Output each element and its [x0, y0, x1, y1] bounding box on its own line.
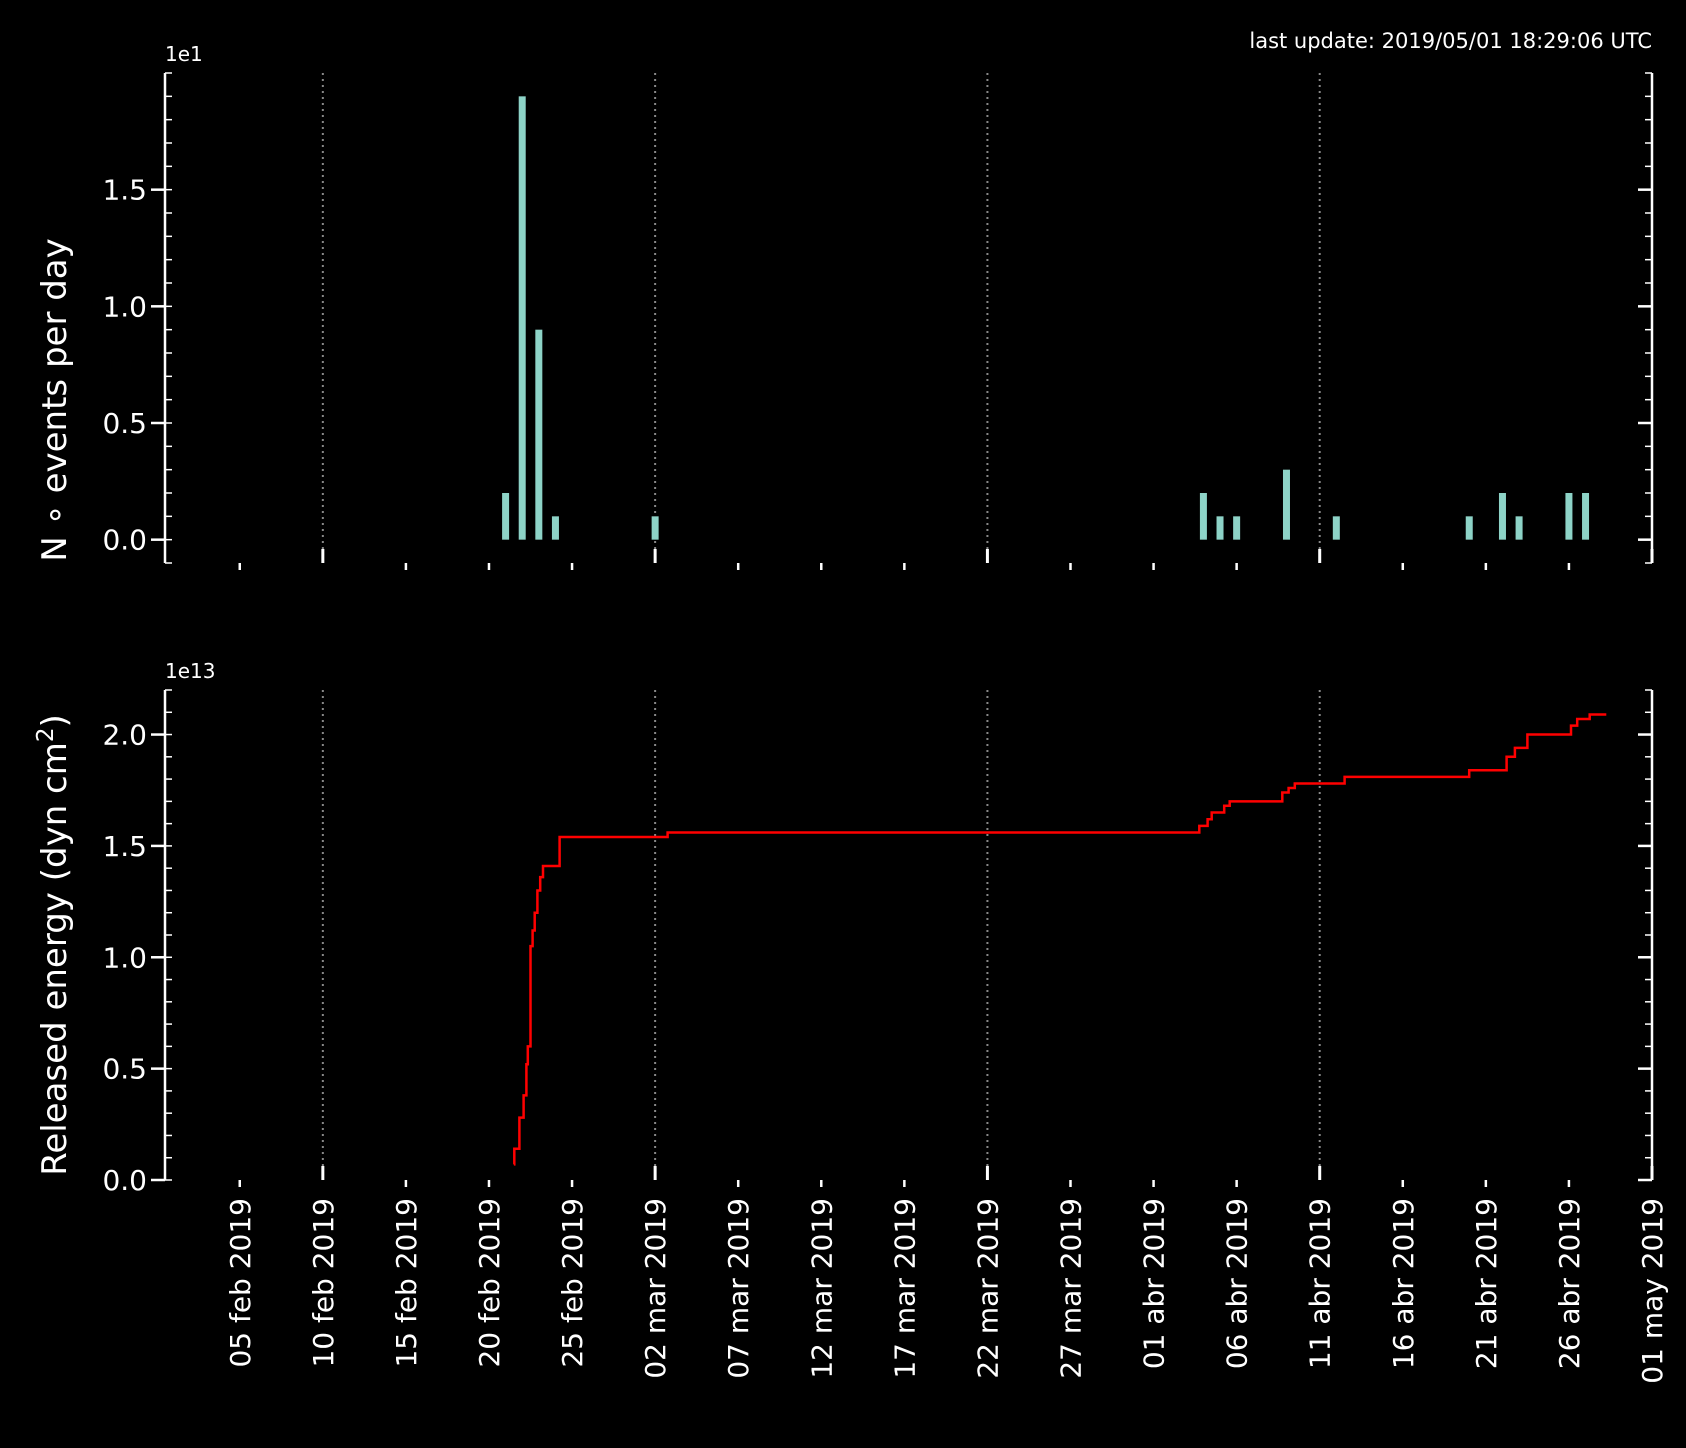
- energy-ylabel-end: ): [35, 714, 75, 727]
- events-bar: [1498, 493, 1506, 540]
- x-tick-label-16: 26 abr 2019: [1553, 1198, 1586, 1369]
- events-ylabel-text: N ∘ events per day: [35, 238, 75, 562]
- last-update-text: last update: 2019/05/01 18:29:06 UTC: [1249, 29, 1652, 53]
- energy-y-tick-label-2: 1.0: [102, 941, 147, 974]
- events-bar: [1332, 516, 1340, 540]
- events-bar: [1199, 493, 1207, 540]
- events-bar: [1565, 493, 1573, 540]
- x-tick-label-12: 06 abr 2019: [1221, 1198, 1254, 1369]
- energy-ylabel-main: Released energy (dyn cm: [35, 742, 75, 1176]
- x-tick-label-9: 22 mar 2019: [971, 1198, 1004, 1379]
- events-y-tick-label-2: 1.0: [102, 290, 147, 323]
- energy-step-line: [513, 713, 1607, 1166]
- energy-offset-text: 1e13: [165, 659, 215, 683]
- events-bar: [651, 516, 659, 540]
- events-bar: [1282, 469, 1290, 540]
- events-bar: [1216, 516, 1224, 540]
- x-tick-label-3: 20 feb 2019: [473, 1198, 506, 1368]
- events-bar: [535, 329, 543, 540]
- x-tick-label-14: 16 abr 2019: [1387, 1198, 1420, 1369]
- x-tick-label-0: 05 feb 2019: [224, 1198, 257, 1368]
- events-y-tick-label-0: 0.0: [102, 524, 147, 557]
- energy-ylabel-text: Released energy (dyn cm2): [33, 714, 75, 1176]
- events-offset-text: 1e1: [165, 42, 203, 66]
- x-tick-label-8: 17 mar 2019: [888, 1198, 921, 1379]
- energy-y-tick-label-0: 0.0: [102, 1164, 147, 1197]
- x-tick-label-7: 12 mar 2019: [805, 1198, 838, 1379]
- events-y-tick-label-1: 0.5: [102, 407, 147, 440]
- x-tick-label-4: 25 feb 2019: [556, 1198, 589, 1368]
- events-bar: [1465, 516, 1473, 540]
- x-tick-label-15: 21 abr 2019: [1470, 1198, 1503, 1369]
- x-tick-label-13: 11 abr 2019: [1304, 1198, 1337, 1369]
- events-y-axis-label: N ∘ events per day: [35, 238, 75, 562]
- events-bar: [518, 96, 526, 540]
- energy-y-tick-label-4: 2.0: [102, 719, 147, 752]
- events-bar: [1233, 516, 1241, 540]
- x-tick-labels: 05 feb 2019 10 feb 2019 15 feb 2019 20 feb …: [224, 1198, 1669, 1384]
- energy-ylabel-sup: 2: [33, 727, 59, 742]
- x-tick-label-2: 15 feb 2019: [390, 1198, 423, 1368]
- energy-y-tick-label-1: 0.5: [102, 1053, 147, 1086]
- energy-panel: 1e13 Released energy (dyn cm2) 0.0 0.5 1.0…: [33, 659, 1654, 1197]
- energy-y-tick-label-3: 1.5: [102, 830, 147, 863]
- events-bar: [502, 493, 510, 540]
- x-tick-label-5: 02 mar 2019: [639, 1198, 672, 1379]
- x-tick-label-11: 01 abr 2019: [1138, 1198, 1171, 1369]
- events-bar: [1515, 516, 1523, 540]
- events-y-tick-label-3: 1.5: [102, 174, 147, 207]
- x-tick-label-1: 10 feb 2019: [307, 1198, 340, 1368]
- events-panel: 1e1 N ∘ events per day 0.0 0.5 1.0 1.5: [35, 42, 1654, 570]
- events-bar: [551, 516, 559, 540]
- x-tick-label-17: 01 may 2019: [1636, 1198, 1669, 1384]
- x-tick-label-10: 27 mar 2019: [1054, 1198, 1087, 1379]
- x-tick-label-6: 07 mar 2019: [722, 1198, 755, 1379]
- events-bar: [1582, 493, 1590, 540]
- energy-y-axis-label: Released energy (dyn cm2): [33, 714, 75, 1176]
